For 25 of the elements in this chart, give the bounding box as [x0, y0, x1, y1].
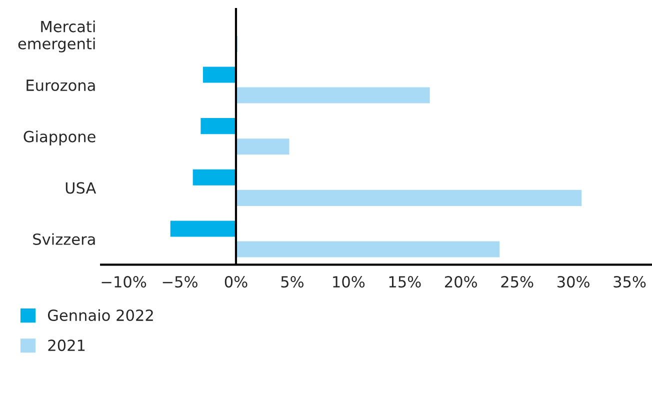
x-tick-label: 15% — [389, 276, 421, 288]
x-tick-label: −5% — [162, 276, 198, 288]
bar — [235, 240, 501, 259]
y-tick-label: Svizzera — [33, 233, 95, 246]
bar — [235, 86, 432, 105]
legend-label: 2021 — [48, 340, 85, 352]
bar — [202, 65, 237, 84]
x-tick-label: 5% — [281, 276, 304, 288]
x-tick-label: 20% — [445, 276, 477, 288]
x-tick-label: 0% — [224, 276, 248, 288]
y-tick-label: USA — [66, 182, 96, 194]
x-tick-label: −10% — [102, 276, 146, 288]
y-tick-label: Mercati emergenti — [18, 20, 95, 52]
y-tick-label: Giappone — [24, 130, 96, 146]
bar — [235, 137, 291, 156]
y-tick-label: Eurozona — [26, 80, 95, 92]
bar — [235, 188, 583, 208]
bar — [191, 168, 237, 187]
x-tick-label: 30% — [557, 276, 590, 288]
legend-label: Gennaio 2022 — [48, 309, 153, 322]
bar — [168, 219, 237, 238]
x-tick-label: 10% — [333, 276, 365, 288]
x-tick-label: 25% — [501, 276, 534, 288]
bar — [199, 116, 237, 136]
x-tick-label: 35% — [614, 276, 646, 288]
